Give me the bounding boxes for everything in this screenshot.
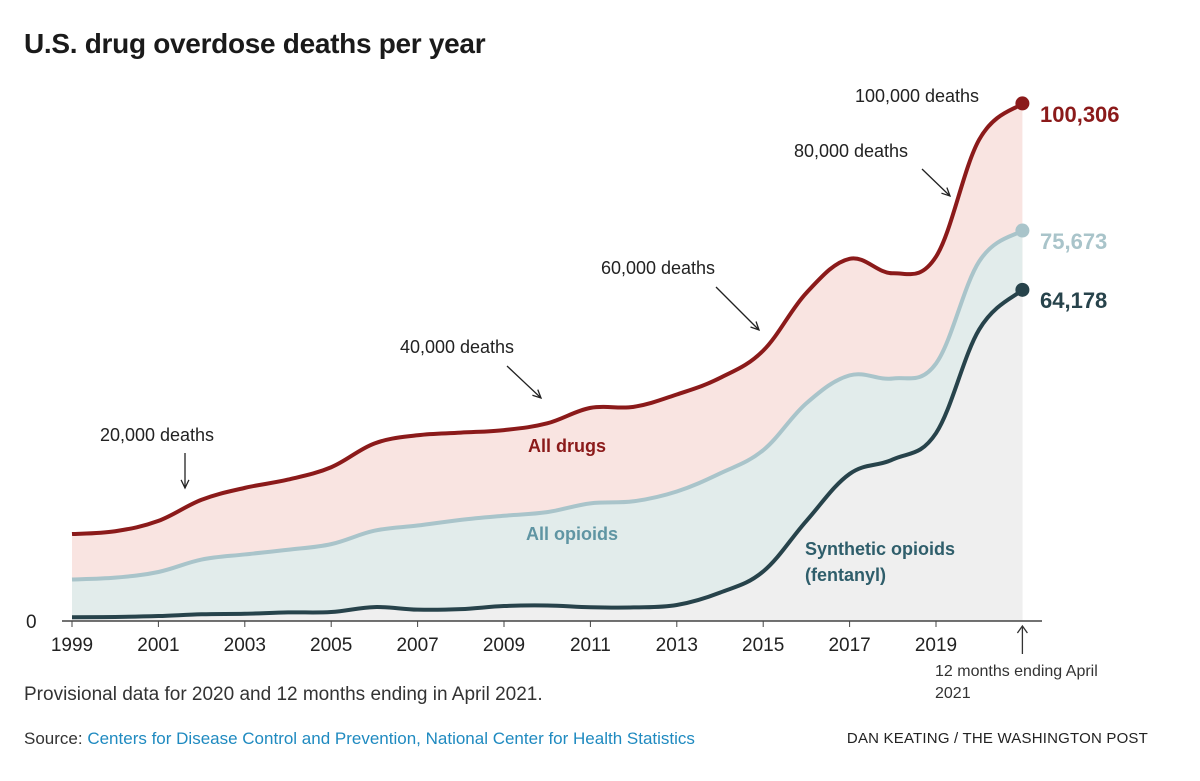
x-tick-label: 2017 <box>828 635 870 656</box>
annotation-arrowhead <box>941 187 952 198</box>
synthetic-opioids-end-point <box>1015 282 1030 297</box>
all-drugs-end-point <box>1015 96 1030 111</box>
annotation-arrow <box>715 286 760 331</box>
annotation-label: 80,000 deaths <box>794 141 908 161</box>
synthetic-opioids-series-label: Synthetic opioids (fentanyl) <box>805 539 955 585</box>
source-link[interactable]: Centers for Disease Control and Preventi… <box>87 729 695 748</box>
annotation-arrowhead <box>180 479 190 490</box>
annotation-arrowhead <box>532 389 543 400</box>
source-line: Source: Centers for Disease Control and … <box>24 729 695 749</box>
source-label: Source: <box>24 729 83 748</box>
all-opioids-line <box>71 228 1024 582</box>
annotation-label: 60,000 deaths <box>601 258 715 278</box>
annotation-arrow <box>921 168 951 197</box>
annotation-label: 20,000 deaths <box>100 425 214 445</box>
synthetic-opioids-end-value-label: 64,178 <box>1040 288 1107 313</box>
all-opioids-area <box>72 230 1023 621</box>
annotation-label: 100,000 deaths <box>855 86 979 106</box>
annotation-arrow <box>506 365 542 399</box>
y-tick-label: 0 <box>26 612 37 633</box>
x-tick-label: 2015 <box>742 635 784 656</box>
all-drugs-line <box>71 101 1024 537</box>
x-tick-label: 2005 <box>310 635 352 656</box>
synthetic-opioids-line <box>71 288 1024 620</box>
end-period-note: 12 months ending April 2021 <box>935 663 1098 702</box>
annotation-label: 40,000 deaths <box>400 337 514 357</box>
synthetic-opioids-area <box>72 289 1023 621</box>
all-opioids-end-value-label: 75,673 <box>1040 229 1107 254</box>
x-tick-label: 2013 <box>656 635 698 656</box>
chart-title: U.S. drug overdose deaths per year <box>24 28 486 59</box>
all-opioids-end-point <box>1015 223 1030 238</box>
all-opioids-series-label: All opioids <box>526 524 618 544</box>
provisional-note: Provisional data for 2020 and 12 months … <box>24 684 543 705</box>
x-tick-label: 1999 <box>51 635 93 656</box>
all-drugs-series-label: All drugs <box>528 436 606 456</box>
all-drugs-end-value-label: 100,306 <box>1040 102 1120 127</box>
x-tick-label: 2001 <box>137 635 179 656</box>
x-tick-label: 2007 <box>396 635 438 656</box>
annotation-arrowhead <box>750 321 761 332</box>
end-period-arrowhead <box>1016 624 1028 634</box>
credit-line: DAN KEATING / THE WASHINGTON POST <box>846 730 1148 747</box>
x-tick-label: 2011 <box>570 635 611 656</box>
x-tick-label: 2019 <box>915 635 957 656</box>
x-tick-label: 2003 <box>224 635 266 656</box>
x-tick-label: 2009 <box>483 635 525 656</box>
